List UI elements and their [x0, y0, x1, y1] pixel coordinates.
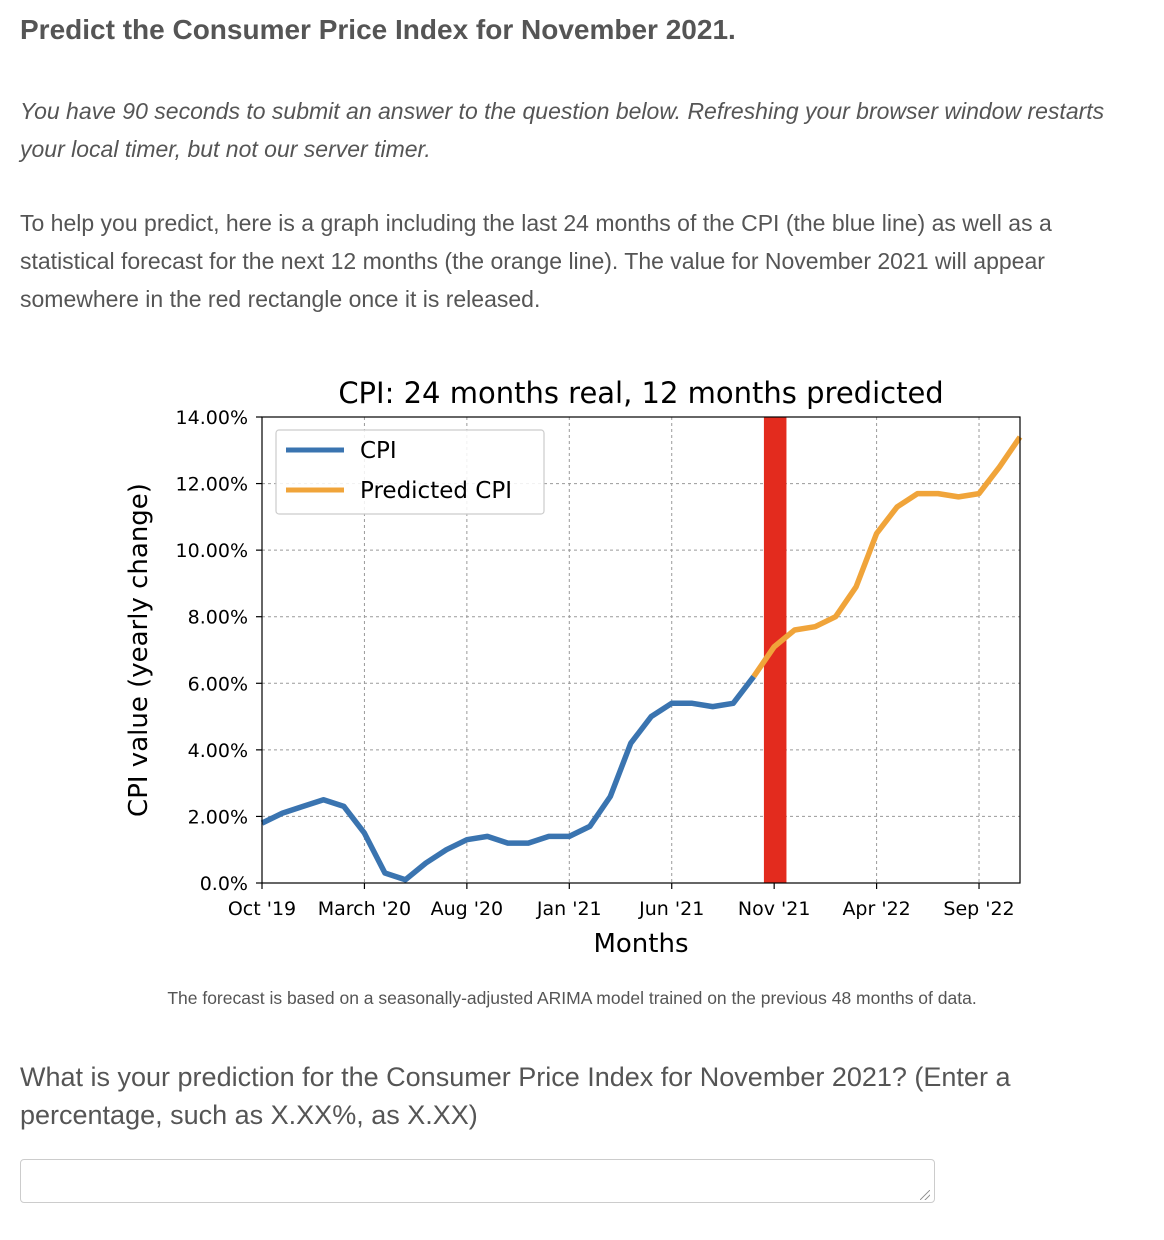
cpi-chart: 0.0% 2.00% 4.00% 6.00% 8.00% 10.00% 12.00% 14.0… [100, 360, 1060, 970]
x-tick-label: Sep '22 [943, 898, 1014, 920]
x-tick-label: Aug '20 [431, 898, 504, 920]
y-tick-label: 6.00% [188, 673, 248, 695]
tick-layer: 0.0% 2.00% 4.00% 6.00% 8.00% 10.00% 12.00% 14.0… [176, 407, 1015, 920]
y-tick-label: 10.00% [176, 540, 248, 562]
textarea-resize-handle[interactable] [920, 1190, 930, 1200]
y-tick-label: 12.00% [176, 474, 248, 496]
x-tick-label: Oct '19 [228, 898, 296, 920]
prediction-question: What is your prediction for the Consumer… [20, 1062, 1011, 1130]
page-title: Predict the Consumer Price Index for Nov… [20, 14, 736, 45]
y-tick-label: 4.00% [188, 740, 248, 762]
legend-label-cpi: CPI [360, 438, 397, 464]
x-axis-label: Months [593, 929, 688, 959]
forecast-caption: The forecast is based on a seasonally-ad… [167, 988, 977, 1008]
y-tick-label: 2.00% [188, 806, 248, 828]
series-line-predicted-cpi [751, 435, 1023, 679]
y-tick-label: 8.00% [188, 607, 248, 629]
x-tick-label: Apr '22 [842, 898, 910, 920]
series-layer [260, 435, 1023, 883]
chart-legend: CPI Predicted CPI [275, 429, 545, 515]
chart-title: CPI: 24 months real, 12 months predicted [338, 376, 943, 410]
x-tick-label: Nov '21 [738, 898, 811, 920]
prediction-answer-input[interactable] [20, 1159, 935, 1203]
x-tick-label: Jun '21 [638, 898, 704, 920]
timer-note: You have 90 seconds to submit an answer … [20, 98, 1105, 162]
legend-label-predicted-cpi: Predicted CPI [360, 478, 512, 504]
y-tick-label: 0.0% [200, 873, 248, 895]
x-tick-label: March '20 [318, 898, 411, 920]
intro-text: To help you predict, here is a graph inc… [20, 210, 1052, 312]
cpi-chart-svg: 0.0% 2.00% 4.00% 6.00% 8.00% 10.00% 12.00% 14.0… [124, 376, 1023, 959]
y-tick-label: 14.00% [176, 407, 248, 429]
x-tick-label: Jan '21 [536, 898, 602, 920]
plot-frame [261, 416, 1021, 884]
series-line-cpi [260, 674, 756, 883]
y-axis-label: CPI value (yearly change) [124, 483, 154, 817]
